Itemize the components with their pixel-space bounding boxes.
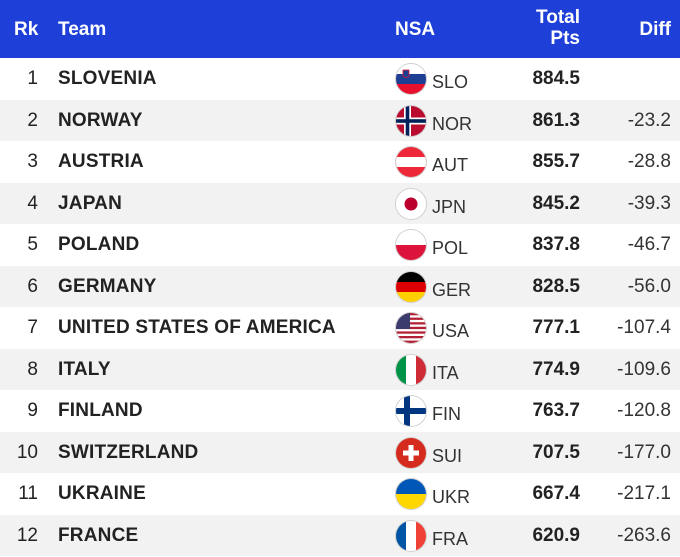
table-row: 8 ITALY ITA 774.9 -109.6 xyxy=(0,348,680,390)
austria-flag-icon xyxy=(396,147,426,177)
points-diff: -28.8 xyxy=(627,151,671,172)
table-row: 2 NORWAY NOR 861.3 -23.2 xyxy=(0,99,680,141)
header-diff: Diff xyxy=(639,19,671,40)
nsa-code: FIN xyxy=(432,404,461,424)
header-total-pts: Total Pts xyxy=(518,7,580,49)
switzerland-flag-icon xyxy=(396,437,426,468)
norway-flag-icon xyxy=(396,105,426,136)
japan-flag-icon xyxy=(396,188,426,219)
team-name[interactable]: AUSTRIA xyxy=(58,151,144,172)
points-diff: -120.8 xyxy=(617,400,671,421)
table-row: 3 AUSTRIA AUT 855.7 -28.8 xyxy=(0,141,680,183)
points-diff: -46.7 xyxy=(627,234,671,255)
table-row: 6 GERMANY GER 828.5 -56.0 xyxy=(0,265,680,307)
nsa-code: NOR xyxy=(432,113,472,134)
team-name[interactable]: SWITZERLAND xyxy=(58,441,199,463)
table-row: 12 FRANCE FRA 620.9 -263.6 xyxy=(0,514,680,556)
finland-flag-icon xyxy=(396,396,426,426)
total-points: 837.8 xyxy=(532,234,580,255)
nsa-code: USA xyxy=(432,321,470,341)
rank-cell: 4 xyxy=(27,192,38,214)
rank-cell: 8 xyxy=(27,358,38,380)
points-diff: -217.1 xyxy=(617,483,671,504)
nsa-code: GER xyxy=(432,279,472,300)
total-points: 763.7 xyxy=(532,400,580,421)
nsa-code: SLO xyxy=(432,72,469,92)
rank-cell: 11 xyxy=(18,483,38,504)
points-diff: -39.3 xyxy=(627,192,671,214)
nsa-code: JPN xyxy=(432,196,467,217)
points-diff: -107.4 xyxy=(617,317,671,338)
rank-cell: 5 xyxy=(27,234,38,255)
total-points: 777.1 xyxy=(532,317,580,338)
rank-cell: 7 xyxy=(27,317,38,338)
header-team: Team xyxy=(58,19,107,40)
table-body: 1 SLOVENIA SLO 884.5 2 NORWAY NOR 861.3 -23.2 3 AU… xyxy=(0,58,680,556)
usa-flag-icon xyxy=(396,313,426,343)
team-name[interactable]: SLOVENIA xyxy=(58,68,157,89)
poland-flag-icon xyxy=(396,230,426,260)
nsa-code: FRA xyxy=(432,528,468,549)
table-row: 7 UNITED STATES OF AMERICA USA 777.1 -107.4 xyxy=(0,307,680,349)
table-row: 9 FINLAND FIN 763.7 -120.8 xyxy=(0,390,680,432)
points-diff: -177.0 xyxy=(617,441,671,463)
table-row: 10 SWITZERLAND SUI 707.5 -177.0 xyxy=(0,431,680,473)
total-points: 667.4 xyxy=(532,483,580,504)
total-points: 845.2 xyxy=(532,192,580,214)
total-points: 620.9 xyxy=(532,524,580,546)
table-row: 11 UKRAINE UKR 667.4 -217.1 xyxy=(0,473,680,515)
nsa-code: POL xyxy=(432,238,469,258)
germany-flag-icon xyxy=(396,271,426,302)
team-name[interactable]: ITALY xyxy=(58,358,111,380)
total-points: 884.5 xyxy=(532,68,580,89)
team-name[interactable]: FRANCE xyxy=(58,524,139,546)
total-points: 774.9 xyxy=(532,358,580,380)
rank-cell: 6 xyxy=(27,275,38,297)
rank-cell: 3 xyxy=(27,151,38,172)
nsa-code: AUT xyxy=(432,155,468,175)
table-header: Rk Team NSA Total Pts Diff xyxy=(0,0,680,58)
total-points: 861.3 xyxy=(532,109,580,131)
team-name[interactable]: POLAND xyxy=(58,234,140,255)
points-diff: -23.2 xyxy=(627,109,671,131)
total-points: 828.5 xyxy=(532,275,580,297)
points-diff: -109.6 xyxy=(617,358,671,380)
rank-cell: 1 xyxy=(27,68,38,89)
rank-cell: 9 xyxy=(27,400,38,421)
points-diff: -56.0 xyxy=(627,275,671,297)
team-name[interactable]: GERMANY xyxy=(58,275,157,297)
table-row: 5 POLAND POL 837.8 -46.7 xyxy=(0,224,680,266)
team-name[interactable]: NORWAY xyxy=(58,109,143,131)
points-diff: -263.6 xyxy=(617,524,671,546)
team-name[interactable]: UNITED STATES OF AMERICA xyxy=(58,317,336,338)
nsa-code: SUI xyxy=(432,445,463,466)
team-name[interactable]: JAPAN xyxy=(58,192,122,214)
header-total-line2: Pts xyxy=(550,28,580,49)
rank-cell: 12 xyxy=(16,524,38,546)
header-nsa: NSA xyxy=(395,19,436,40)
rank-cell: 10 xyxy=(16,441,38,463)
team-name[interactable]: UKRAINE xyxy=(58,483,146,504)
nsa-code: ITA xyxy=(432,362,459,383)
italy-flag-icon xyxy=(396,354,426,385)
table-row: 1 SLOVENIA SLO 884.5 xyxy=(0,58,680,100)
total-points: 855.7 xyxy=(532,151,580,172)
header-total-line1: Total xyxy=(536,7,580,28)
table-row: 4 JAPAN JPN 845.2 -39.3 xyxy=(0,182,680,224)
team-name[interactable]: FINLAND xyxy=(58,400,143,421)
total-points: 707.5 xyxy=(532,441,580,463)
nsa-code: UKR xyxy=(432,487,471,507)
rank-cell: 2 xyxy=(27,109,38,131)
slovenia-flag-icon xyxy=(396,64,426,94)
ukraine-flag-icon xyxy=(396,479,426,509)
header-rank: Rk xyxy=(14,19,39,40)
france-flag-icon xyxy=(396,520,426,551)
